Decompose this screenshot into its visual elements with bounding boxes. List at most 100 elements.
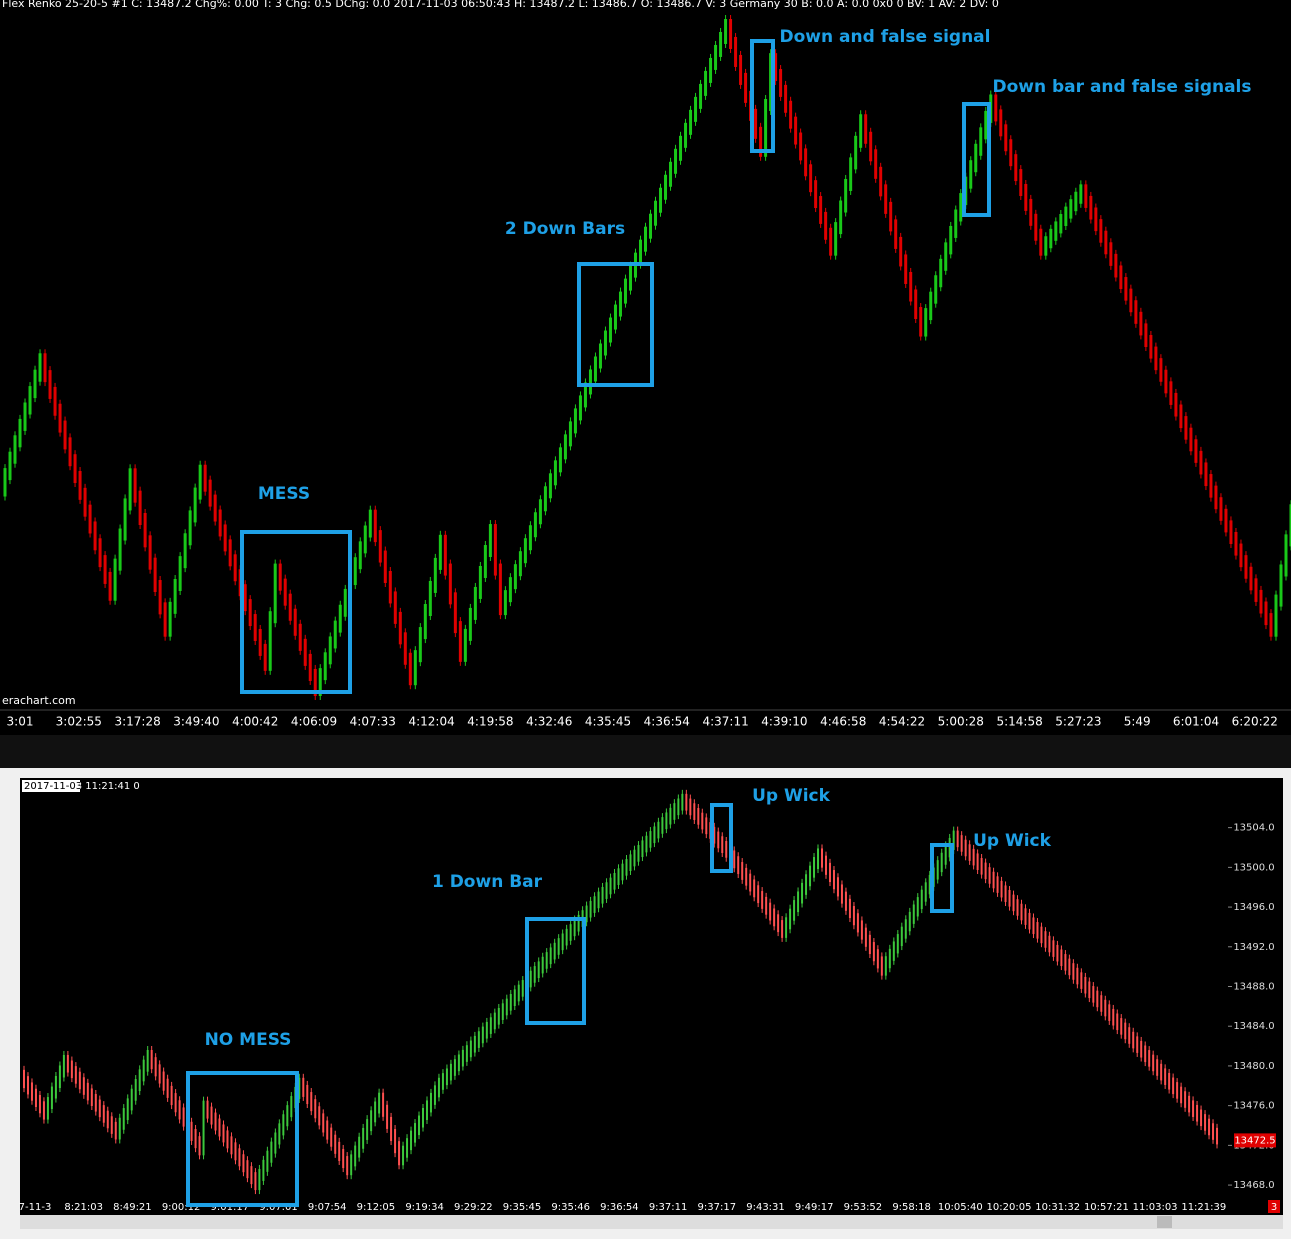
x-tick-label: 5:00:28 — [938, 715, 984, 729]
renko-leg — [493, 520, 502, 620]
x-tick-label: 3:17:28 — [114, 715, 160, 729]
renko-leg — [402, 1073, 440, 1170]
annotation: NO MESS — [205, 1030, 292, 1050]
x-tick-label: 3:01 — [7, 715, 34, 729]
x-tick-label: 11:03:03 — [1133, 1202, 1178, 1213]
x-tick-label: 3:49:40 — [173, 715, 219, 729]
renko-leg — [66, 1050, 117, 1144]
x-tick-label: 9:49:17 — [795, 1202, 834, 1213]
x-tick-label: 10:57:21 — [1084, 1202, 1129, 1213]
y-tick-label: 13480.0 — [1233, 1061, 1274, 1072]
y-tick-label: 13484.0 — [1233, 1021, 1274, 1032]
x-tick-label: 4:54:22 — [879, 715, 925, 729]
renko-leg — [441, 789, 684, 1094]
annotation: MESS — [258, 484, 310, 504]
x-tick-label: 11:21:39 — [1181, 1202, 1226, 1213]
annotation-box — [525, 917, 586, 1025]
annotation-box — [930, 843, 954, 913]
x-tick-label: 9:29:22 — [454, 1202, 493, 1213]
y-tick-label: 13468.0 — [1233, 1180, 1274, 1191]
annotation-box — [962, 102, 991, 217]
header: Flex Renko 25-20-5 #1 C: 13487.2 Chg%: 0… — [2, 0, 999, 10]
x-tick-label: 5:27:23 — [1055, 715, 1101, 729]
x-tick-label: 3:02:55 — [56, 715, 102, 729]
x-tick-label: 4:37:11 — [702, 715, 748, 729]
header: 2017-11-03 11:21:41 0 — [24, 781, 140, 792]
renko-leg — [413, 530, 442, 690]
x-tick-label: 4:12:04 — [408, 715, 454, 729]
last-price-box — [1234, 1133, 1276, 1148]
renko-leg — [258, 1073, 301, 1195]
x-tick-label: 9:19:34 — [405, 1202, 444, 1213]
renko-leg — [956, 826, 1219, 1149]
x-tick-label: 5:49 — [1124, 715, 1151, 729]
annotation: 2 Down Bars — [505, 219, 625, 239]
annotation: Up Wick — [752, 786, 831, 806]
annotation: Down bar and false signals — [992, 77, 1251, 97]
x-tick-label: 4:36:54 — [644, 715, 690, 729]
renko-leg — [733, 846, 784, 942]
x-tick-label: 6:01:04 — [1173, 715, 1219, 729]
renko-leg — [463, 520, 492, 666]
x-tick-label: 9:01:17 — [211, 1202, 250, 1213]
renko-leg — [278, 559, 317, 700]
renko-leg — [202, 1096, 205, 1160]
annotation-box — [186, 1071, 299, 1207]
y-tick-label: 13500.0 — [1233, 862, 1274, 873]
x-tick-label: 9:53:52 — [844, 1202, 883, 1213]
scroll-thumb[interactable] — [1157, 1216, 1172, 1228]
renko-leg — [373, 505, 412, 690]
x-tick-label: 9:58:18 — [892, 1202, 931, 1213]
renko-leg — [113, 464, 132, 605]
renko-leg — [834, 110, 863, 260]
renko-leg — [206, 1096, 257, 1195]
renko-leg — [1274, 500, 1291, 641]
x-tick-label: 9:12:05 — [357, 1202, 396, 1213]
renko-leg — [168, 460, 202, 641]
gap — [0, 735, 1291, 768]
x-tick-label: 9:37:17 — [698, 1202, 737, 1213]
renko-leg — [1084, 180, 1273, 641]
x-tick-label: 4:19:58 — [467, 715, 513, 729]
y-tick-label: 13488.0 — [1233, 982, 1274, 993]
annotation-box — [710, 803, 733, 873]
x-tick-label: 9:43:31 — [746, 1202, 785, 1213]
renko-leg — [318, 505, 372, 700]
x-tick-label: 9:35:45 — [503, 1202, 542, 1213]
annotation: Down and false signal — [780, 27, 991, 47]
y-tick-label: 13492.0 — [1233, 942, 1274, 953]
renko-leg — [685, 789, 732, 867]
x-tick-label: 10:20:05 — [987, 1202, 1032, 1213]
renko-leg — [3, 349, 42, 501]
annotation-box — [240, 530, 352, 694]
badge: 3 — [1271, 1202, 1277, 1213]
badge-box — [1268, 1200, 1280, 1213]
renko-leg — [350, 1088, 381, 1180]
renko-leg — [302, 1073, 349, 1180]
x-tick-label: 5:14:58 — [996, 715, 1042, 729]
header-bg — [22, 780, 80, 792]
annotation-box — [577, 262, 654, 387]
renko-leg — [443, 530, 462, 666]
renko-leg — [884, 826, 955, 980]
x-tick-label: 4:06:09 — [291, 715, 337, 729]
x-tick-label: 4:46:58 — [820, 715, 866, 729]
x-tick-label: 9:07:01 — [259, 1202, 298, 1213]
scrollbar[interactable] — [20, 1215, 1283, 1229]
x-tick-label: 4:07:33 — [350, 715, 396, 729]
renko-leg — [821, 844, 883, 980]
annotation-box — [750, 39, 775, 153]
x-tick-label: 6:20:22 — [1232, 715, 1278, 729]
x-tick-label: 9:07:54 — [308, 1202, 347, 1213]
renko-leg — [774, 49, 833, 260]
x-tick-label: 4:32:46 — [526, 715, 572, 729]
renko-leg — [994, 90, 1043, 260]
x-tick-label: 9:35:46 — [551, 1202, 590, 1213]
annotation: Up Wick — [973, 831, 1052, 851]
renko-leg — [43, 349, 112, 605]
renko-leg — [22, 1065, 45, 1124]
watermark: erachart.com — [2, 694, 76, 707]
x-tick-label: 4:00:42 — [232, 715, 278, 729]
